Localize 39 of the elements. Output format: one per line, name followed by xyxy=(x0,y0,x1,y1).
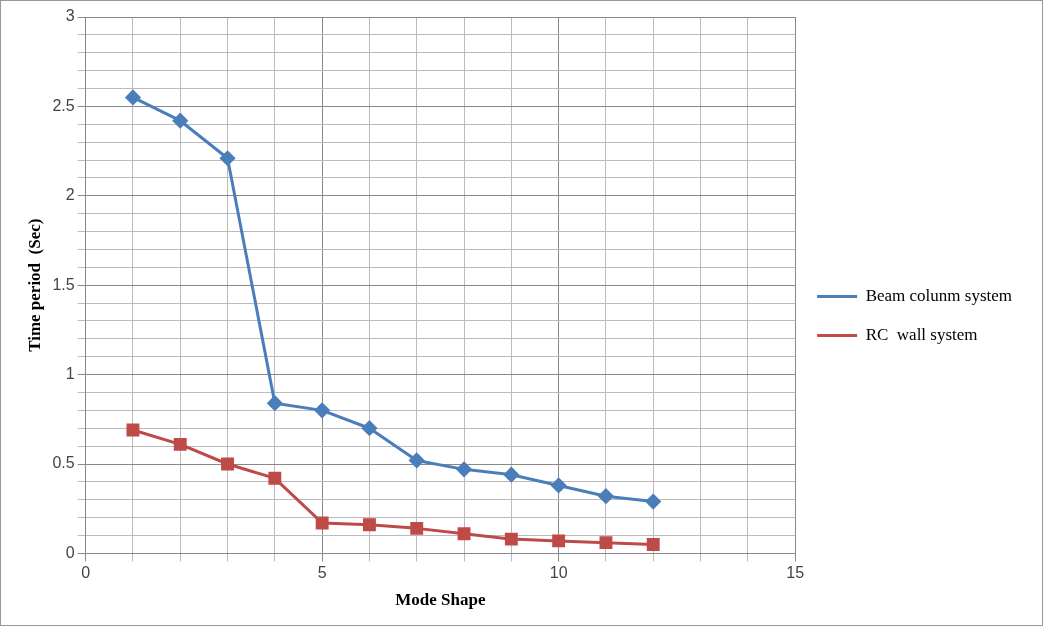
x-tick-label: 15 xyxy=(786,564,805,582)
point xyxy=(172,113,188,129)
x-axis-title: Mode Shape xyxy=(395,590,486,610)
y-tick-label: 3 xyxy=(65,7,75,25)
point xyxy=(315,516,329,530)
point xyxy=(125,89,141,105)
point xyxy=(221,457,234,471)
x-tick-label: 5 xyxy=(317,564,327,582)
point xyxy=(504,532,518,546)
y-tick-label: 0.5 xyxy=(52,454,75,472)
point xyxy=(552,534,566,548)
y-tick-label: 1 xyxy=(65,365,75,383)
point xyxy=(456,461,472,477)
legend-label: RC wall system xyxy=(865,324,978,344)
point xyxy=(645,494,661,510)
point xyxy=(268,471,282,485)
point xyxy=(361,420,377,436)
point xyxy=(220,150,236,166)
point xyxy=(410,521,424,535)
legend-label: Beam colunm system xyxy=(865,285,1013,305)
point xyxy=(457,527,471,541)
point xyxy=(646,538,660,551)
y-tick-label: 2 xyxy=(65,186,75,204)
y-axis-title: Time period (Sec) xyxy=(24,218,44,352)
y-tick-label: 0 xyxy=(65,543,75,561)
x-tick-label: 10 xyxy=(549,564,568,582)
point xyxy=(503,467,519,483)
x-tick-label: 0 xyxy=(81,564,91,582)
point xyxy=(409,452,425,468)
point xyxy=(173,437,187,451)
y-tick-label: 2.5 xyxy=(52,96,75,114)
point xyxy=(126,423,140,437)
point xyxy=(599,536,613,550)
point xyxy=(598,488,614,504)
point xyxy=(362,518,376,532)
point xyxy=(267,395,283,411)
point xyxy=(551,477,567,493)
point xyxy=(314,402,330,418)
y-tick-label: 1.5 xyxy=(52,275,75,293)
